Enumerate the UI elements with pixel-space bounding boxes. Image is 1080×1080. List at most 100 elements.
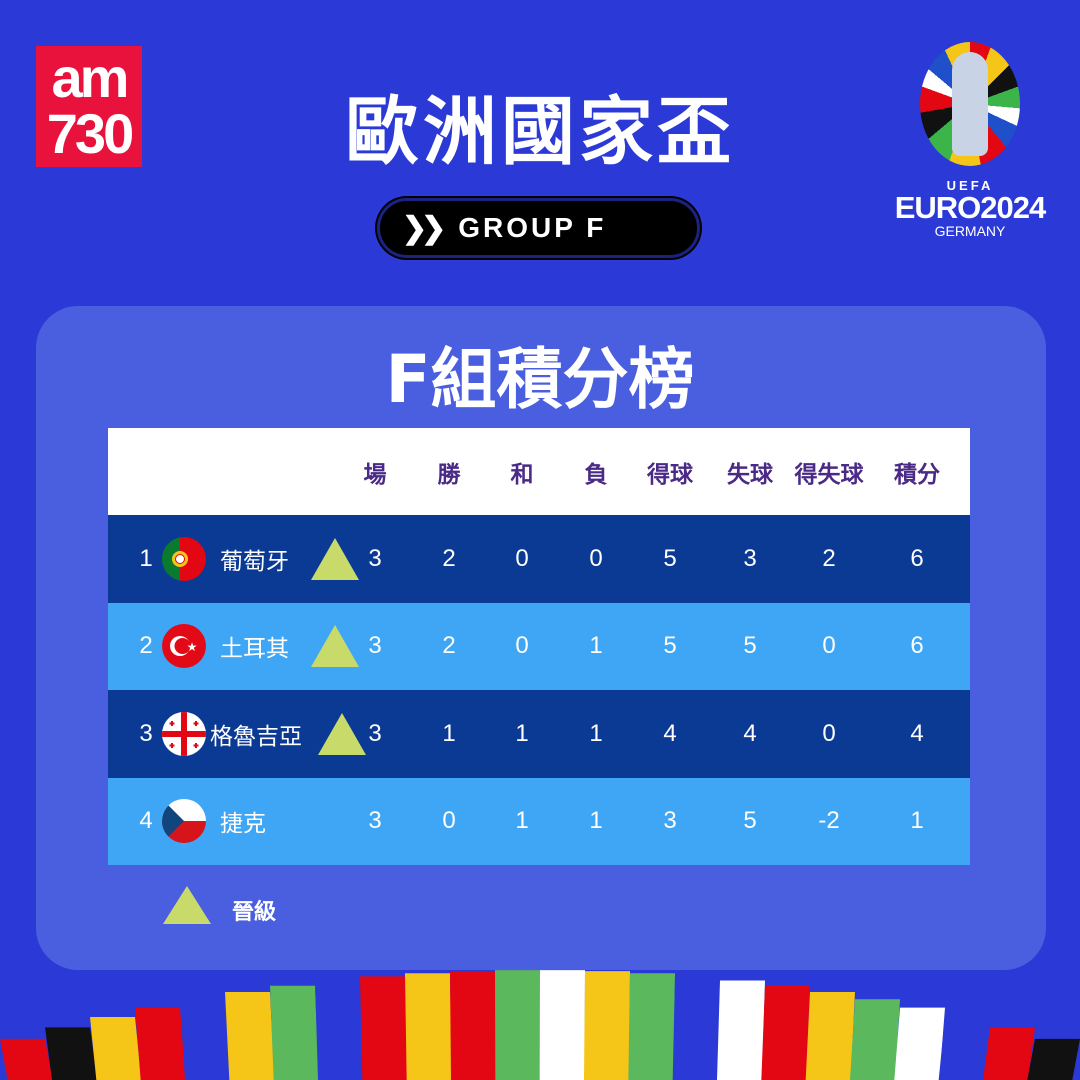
logo-text-top: am xyxy=(51,46,130,109)
rank: 4 xyxy=(139,807,153,835)
bunting-flag xyxy=(628,973,675,1080)
column-header: 場 xyxy=(363,461,387,488)
stat-value: 4 xyxy=(910,719,924,747)
stat-value: 2 xyxy=(442,544,456,572)
stat-value: 4 xyxy=(663,719,677,747)
stat-value: 3 xyxy=(743,544,757,572)
stat-value: 3 xyxy=(368,632,382,660)
bunting-flag xyxy=(90,1017,142,1080)
bunting-flag xyxy=(672,976,720,1080)
stat-value: 5 xyxy=(663,632,677,660)
bunting-flag xyxy=(761,985,810,1080)
svg-text:★: ★ xyxy=(187,640,198,654)
stat-value: 5 xyxy=(743,632,757,660)
column-header: 積分 xyxy=(894,461,940,488)
euro2024-logo: UEFA EURO2024 GERMANY xyxy=(890,42,1050,257)
bunting-flag xyxy=(983,1027,1035,1080)
column-header: 和 xyxy=(510,461,534,488)
bunting-flag xyxy=(717,980,765,1080)
stat-value: 1 xyxy=(910,807,924,835)
stat-value: 5 xyxy=(663,544,677,572)
standings-table: 場 勝 和 負 得球 失球 得失球 積分 1 葡萄牙 3 2 0 0 5 3 2 6 2 ★ 土耳其 3 2 0 1 5 5 0 6 3… xyxy=(108,428,970,865)
standings-title: F組積分榜 xyxy=(385,341,695,418)
stat-value: 3 xyxy=(663,807,677,835)
stat-value: 2 xyxy=(822,544,836,572)
stat-value: -2 xyxy=(818,807,840,835)
table-header: 場 勝 和 負 得球 失球 得失球 積分 xyxy=(108,428,970,515)
stat-value: 0 xyxy=(589,544,603,572)
stat-value: 6 xyxy=(910,632,924,660)
page-title: 歐洲國家盃 xyxy=(345,89,735,175)
bunting-flag xyxy=(45,1027,97,1080)
group-label: GROUP F xyxy=(458,212,607,243)
uefa-text: UEFA xyxy=(946,178,994,193)
qualified-triangle-icon xyxy=(318,712,366,755)
stat-value: 0 xyxy=(822,719,836,747)
table-row: 1 葡萄牙 3 2 0 0 5 3 2 6 xyxy=(108,515,970,603)
stat-value: 2 xyxy=(442,632,456,660)
qualified-triangle-icon xyxy=(311,537,359,580)
bunting-flag xyxy=(225,992,275,1080)
stat-value: 1 xyxy=(515,807,529,835)
group-badge: ❯❯ GROUP F xyxy=(377,198,700,258)
double-chevron-icon: ❯❯ xyxy=(402,211,446,245)
bunting-flag xyxy=(495,970,541,1080)
bunting-flag xyxy=(450,971,496,1080)
stat-value: 5 xyxy=(743,807,757,835)
stat-value: 0 xyxy=(515,632,529,660)
stat-value: 6 xyxy=(910,544,924,572)
table-row: 3 格魯吉亞 3 1 1 1 4 4 0 4 xyxy=(108,690,970,778)
stat-value: 1 xyxy=(589,632,603,660)
bunting-flag xyxy=(850,999,900,1080)
bunting-flag xyxy=(1027,1038,1080,1080)
team-name: 捷克 xyxy=(220,811,266,838)
bunting-flag xyxy=(405,973,452,1080)
stat-value: 3 xyxy=(368,544,382,572)
bunting-flag xyxy=(315,980,363,1080)
column-header: 勝 xyxy=(437,461,461,488)
bunting-flag xyxy=(894,1007,945,1080)
column-header: 得球 xyxy=(647,461,693,488)
stat-value: 1 xyxy=(442,719,456,747)
stat-value: 3 xyxy=(368,807,382,835)
germany-text: GERMANY xyxy=(934,223,1006,239)
table-row: 2 ★ 土耳其 3 2 0 1 5 5 0 6 xyxy=(108,602,970,690)
am730-logo: am 730 xyxy=(36,46,142,167)
turkey-flag-icon: ★ xyxy=(162,624,206,669)
qualified-triangle-icon xyxy=(311,625,359,668)
bunting-flag xyxy=(135,1007,186,1080)
rank: 1 xyxy=(139,544,153,572)
rank: 2 xyxy=(139,632,153,660)
stat-value: 3 xyxy=(368,719,382,747)
portugal-flag-icon xyxy=(162,536,206,581)
trophy-icon xyxy=(920,42,1020,166)
column-header: 失球 xyxy=(727,461,773,488)
stat-value: 0 xyxy=(822,632,836,660)
column-header: 負 xyxy=(584,461,608,488)
bunting-flag xyxy=(0,1038,53,1080)
euro-text: EURO2024 xyxy=(894,190,1047,225)
column-header: 得失球 xyxy=(794,461,864,488)
table-row: 4 捷克 3 0 1 1 3 5 -2 1 xyxy=(108,777,970,865)
stat-value: 0 xyxy=(442,807,456,835)
logo-text-bottom: 730 xyxy=(46,102,134,165)
georgia-flag-icon xyxy=(162,711,206,756)
bunting-flag xyxy=(938,1017,990,1080)
bunting-flag xyxy=(270,985,319,1080)
bunting-flag xyxy=(584,971,630,1080)
czech-flag-icon xyxy=(162,799,206,844)
bunting-flag xyxy=(539,970,585,1080)
team-name: 土耳其 xyxy=(220,636,289,663)
stat-value: 0 xyxy=(515,544,529,572)
team-name: 葡萄牙 xyxy=(220,548,289,575)
legend-label: 晉級 xyxy=(232,900,277,925)
stat-value: 1 xyxy=(589,807,603,835)
stat-value: 4 xyxy=(743,719,757,747)
bunting-flag xyxy=(805,992,855,1080)
flag-bunting-decoration xyxy=(0,970,1080,1080)
team-name: 格魯吉亞 xyxy=(210,723,302,750)
qualified-triangle-icon xyxy=(163,886,211,924)
bunting-flag xyxy=(360,976,408,1080)
bunting-flag xyxy=(180,999,230,1080)
stat-value: 1 xyxy=(515,719,529,747)
